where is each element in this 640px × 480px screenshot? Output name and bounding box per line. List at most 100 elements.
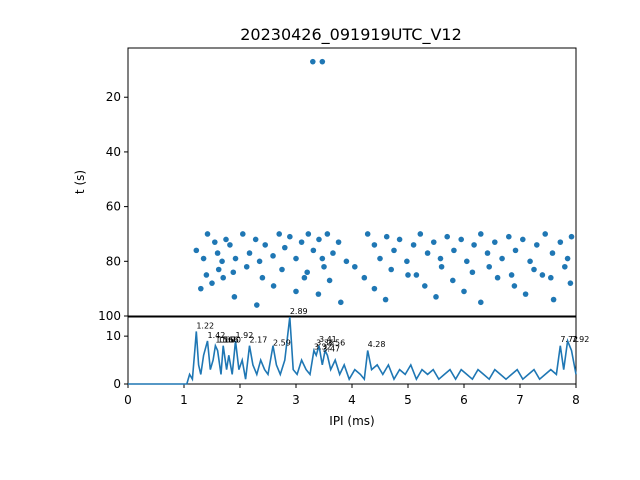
scatter-point [444, 233, 451, 240]
scatter-point [549, 250, 556, 256]
histogram-y-tick-label: 0 [113, 377, 121, 391]
scatter-point [212, 239, 218, 245]
scatter-point [227, 242, 233, 248]
scatter-point [330, 250, 336, 256]
peak-annotations: 1.221.421.561.601.661.701.922.17 2.59 2.89… [196, 307, 589, 353]
scatter-point [564, 255, 571, 262]
scatter-point [215, 266, 222, 273]
scatter-point [422, 283, 428, 289]
peak-annotation: 1.60 [218, 336, 236, 345]
scatter-point [193, 247, 200, 254]
scatter-point [364, 231, 371, 237]
scatter-point [527, 258, 533, 265]
scatter-point [433, 294, 439, 300]
scatter-point [417, 231, 424, 237]
scatter-point [352, 263, 358, 270]
scatter-point [531, 266, 537, 273]
peak-annotation: 4.28 [368, 340, 386, 349]
scatter-point [223, 236, 229, 243]
peak-annotation: 1.92 [236, 331, 254, 340]
scatter-point [520, 236, 526, 243]
scatter-points [193, 58, 575, 308]
scatter-point [310, 247, 317, 254]
scatter-point [478, 231, 484, 237]
scatter-point [246, 250, 253, 256]
scatter-point [287, 233, 293, 240]
scatter-point [321, 263, 327, 270]
scatter-point [338, 299, 344, 306]
scatter-point [413, 272, 420, 278]
scatter-axes-frame [127, 47, 577, 317]
scatter-point [410, 242, 417, 248]
x-tick-label: 7 [516, 393, 524, 407]
scatter-y-tick-label: 80 [106, 254, 121, 268]
scatter-y-tick-label: 100 [98, 309, 121, 323]
scatter-point [430, 239, 437, 245]
scatter-point [253, 302, 260, 308]
scatter-panel: 20 40 60 80 100 t (s) [73, 47, 577, 323]
peak-annotation: 3.32 [314, 342, 332, 351]
peak-annotation: 3.47 [322, 344, 340, 353]
scatter-y-tick-label: 20 [106, 90, 121, 104]
scatter-point [424, 250, 431, 256]
scatter-point [377, 255, 383, 262]
scatter-y-axis-label: t (s) [73, 170, 87, 194]
scatter-point [499, 255, 505, 262]
scatter-point [276, 231, 283, 237]
scatter-point [486, 263, 493, 270]
x-tick-label: 4 [348, 393, 356, 407]
peak-annotation: 3.56 [327, 339, 345, 348]
scatter-point [324, 231, 331, 237]
scatter-point [305, 231, 312, 237]
scatter-point [219, 258, 225, 265]
scatter-point [204, 231, 211, 237]
scatter-point [231, 294, 238, 300]
x-tick-label: 0 [124, 393, 132, 407]
scatter-point [494, 274, 501, 281]
scatter-point [388, 266, 395, 273]
scatter-point [319, 58, 326, 65]
histogram-line [128, 316, 577, 385]
scatter-point [508, 272, 515, 278]
scatter-point [391, 247, 397, 254]
scatter-point [326, 277, 333, 284]
scatter-point [262, 242, 269, 248]
scatter-point [279, 266, 285, 273]
peak-annotation: 7.72 [560, 335, 578, 344]
scatter-point [484, 250, 491, 256]
scatter-point [240, 231, 246, 237]
scatter-point [220, 274, 226, 281]
histogram-y-tick-label: 10 [106, 329, 121, 343]
scatter-point [343, 258, 350, 265]
scatter-point [557, 239, 564, 245]
scatter-y-tick-label: 40 [106, 145, 121, 159]
scatter-point [232, 255, 239, 262]
scatter-point [282, 244, 288, 251]
scatter-point [534, 242, 540, 248]
scatter-point [298, 239, 305, 245]
scatter-point [293, 255, 299, 262]
scatter-point [458, 236, 465, 243]
scatter-point [209, 280, 215, 286]
scatter-point [437, 255, 444, 262]
scatter-point [259, 274, 266, 281]
scatter-point [315, 291, 322, 297]
chart-title: 20230426_091919UTC_V12 [240, 25, 462, 45]
peak-annotation: 1.56 [215, 336, 233, 345]
scatter-point [243, 263, 250, 270]
scatter-point [304, 269, 311, 276]
scatter-point [438, 263, 445, 270]
scatter-point [396, 236, 403, 243]
scatter-point [214, 250, 221, 256]
scatter-point [464, 258, 470, 265]
peak-annotation: 1.22 [196, 321, 214, 330]
peak-annotation: 2.59 [273, 339, 291, 348]
scatter-point [562, 263, 568, 270]
scatter-point [550, 296, 557, 303]
peak-annotation: 1.70 [223, 336, 241, 345]
scatter-point [506, 233, 512, 240]
scatter-point [270, 253, 276, 259]
scatter-point [200, 255, 207, 262]
scatter-point [301, 274, 308, 281]
